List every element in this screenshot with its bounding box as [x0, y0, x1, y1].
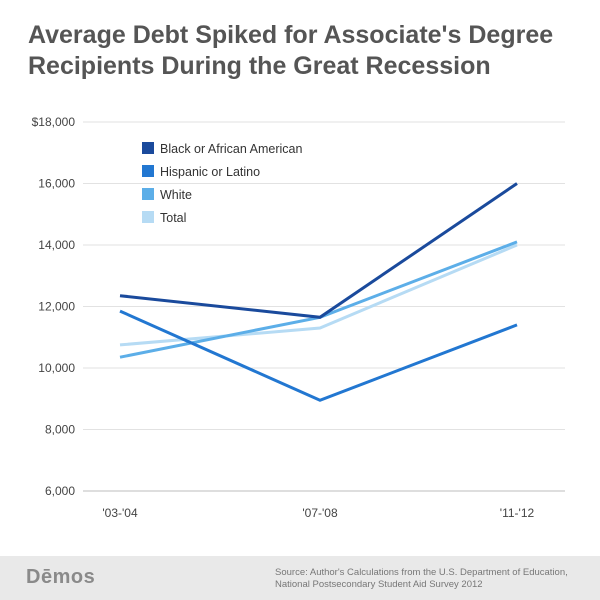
y-tick-label: $18,000	[32, 115, 76, 129]
legend-label: White	[160, 188, 192, 202]
legend-swatch	[142, 211, 154, 223]
footer: Dēmos Source: Author's Calculations from…	[0, 556, 600, 600]
legend-swatch	[142, 188, 154, 200]
series-lines	[119, 182, 518, 402]
y-tick-label: 10,000	[38, 361, 75, 375]
legend-label: Hispanic or Latino	[160, 165, 260, 179]
y-axis-tick-labels: 6,000 8,000 10,000 12,000 14,000 16,000 $18,00…	[32, 115, 76, 498]
y-tick-label: 12,000	[38, 300, 75, 314]
legend-label: Total	[160, 211, 186, 225]
x-tick-label: '11-'12	[500, 506, 535, 520]
chart-title: Average Debt Spiked for Associate's Degr…	[28, 21, 554, 80]
series-line-hispanic-or-latino	[119, 309, 518, 402]
line-chart: 6,000 8,000 10,000 12,000 14,000 16,000 $18,00…	[32, 115, 565, 520]
y-tick-label: 8,000	[45, 423, 75, 437]
gridlines	[83, 121, 565, 492]
demos-logo: Dēmos	[26, 566, 96, 588]
y-tick-label: 6,000	[45, 484, 75, 498]
y-tick-label: 14,000	[38, 238, 75, 252]
y-tick-label: 16,000	[38, 177, 75, 191]
series-line-black-or-african-american	[119, 182, 518, 319]
x-axis-tick-labels: '03-'04 '07-'08 '11-'12	[102, 506, 534, 520]
source-line-2: National Postsecondary Student Aid Surve…	[275, 579, 483, 590]
legend-label: Black or African American	[160, 142, 302, 156]
source-line-1: Source: Author's Calculations from the U…	[275, 567, 568, 578]
source-note: Source: Author's Calculations from the U…	[275, 567, 575, 591]
series-line-total	[119, 243, 518, 347]
legend: Black or African American Hispanic or Lat…	[142, 142, 302, 225]
legend-swatch	[142, 165, 154, 177]
x-tick-label: '03-'04	[102, 506, 138, 520]
x-tick-label: '07-'08	[302, 506, 338, 520]
legend-swatch	[142, 142, 154, 154]
